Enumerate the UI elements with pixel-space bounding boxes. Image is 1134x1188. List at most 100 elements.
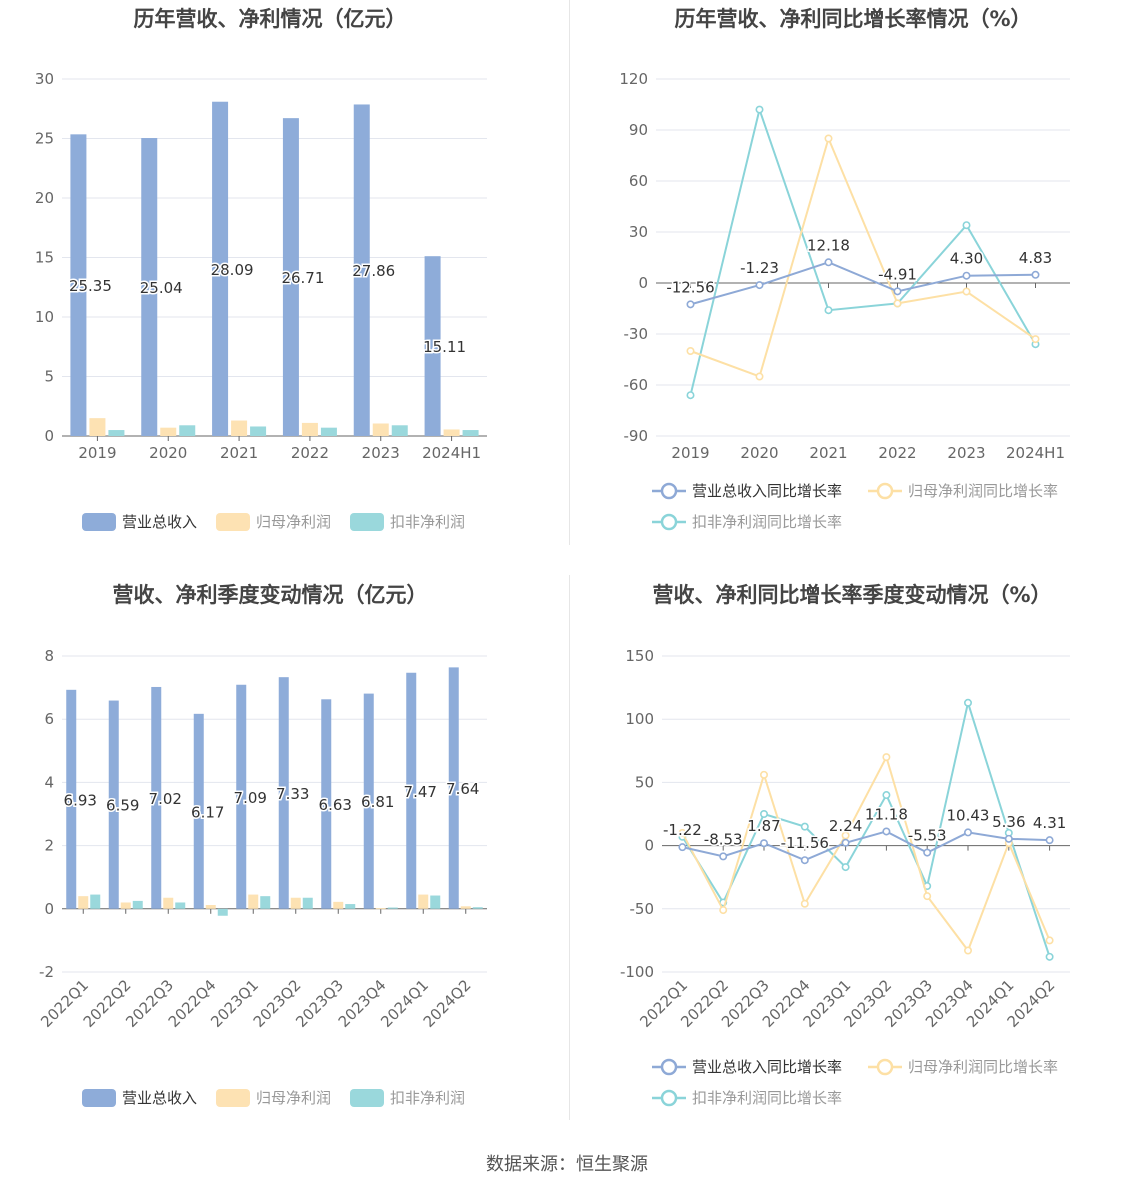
line-data-label: 5.36 [992,813,1025,831]
bar-revenue [278,677,289,909]
bar-data-label: 27.86 [352,262,395,280]
bar-deducted-profit [108,430,125,436]
bar-data-label: 6.17 [191,803,224,821]
line-data-label: -8.53 [704,830,743,848]
line-point-revenue [755,281,764,290]
bar-net-profit [78,896,89,909]
line-point-deducted-profit [882,791,891,800]
bar-net-profit [89,418,106,436]
y-tick-label: 0 [44,427,54,445]
line-point-revenue [1004,834,1013,843]
line-point-net-profit [841,831,850,840]
legend-label: 扣非净利润 [390,513,465,531]
bar-revenue [353,104,370,436]
bar-revenue [141,138,158,437]
line-point-revenue [923,848,932,857]
bar-net-profit [301,422,318,436]
y-tick-label: 20 [35,189,54,207]
bar-revenue [66,689,77,909]
legend-label: 营业总收入 [122,513,197,531]
line-point-deducted-profit [824,306,833,315]
x-tick-label: 2020 [149,444,187,462]
line-point-net-profit [755,372,764,381]
legend-label: 归母净利润 [256,513,331,531]
legend-swatch-marker [660,1058,678,1076]
legend-swatch [216,1089,250,1107]
bar-data-label: 25.04 [140,279,183,297]
y-tick-label: 30 [629,223,648,241]
data-source-note: 数据来源：恒生聚源 [486,1154,648,1175]
line-point-deducted-profit [755,105,764,114]
bar-data-label: 7.64 [446,780,479,798]
bar-data-label: 6.93 [64,791,97,809]
line-data-label: -1.23 [740,259,779,277]
bar-net-profit [418,894,429,909]
bar-revenue [406,672,417,909]
bar-deducted-profit [302,897,313,909]
line-point-revenue [893,287,902,296]
line-point-net-profit [963,946,972,955]
line-point-revenue [800,856,809,865]
y-tick-label: -30 [624,325,649,343]
vertical-divider-top [569,0,570,545]
bar-data-label: 6.59 [106,797,139,815]
chart-title: 历年营收、净利同比增长率情况（%） [674,7,1031,31]
line-data-label: 4.31 [1033,814,1066,832]
bar-data-label: 7.09 [234,789,267,807]
bar-data-label: 7.33 [276,785,309,803]
bar-deducted-profit [179,425,196,436]
series-line-deducted-profit [681,698,1051,958]
bar-revenue [448,667,459,909]
x-tick-label: 2020 [740,444,778,462]
bar-net-profit [372,423,389,436]
y-tick-label: 0 [644,837,654,855]
y-tick-label: 100 [625,710,654,728]
x-tick-label: 2019 [671,444,709,462]
line-data-label: 11.18 [865,805,908,823]
annual-revenue-profit-panel: 历年营收、净利情况（亿元） 0 5 10 15 20 25 30 2019 2020 2021 202… [0,0,569,545]
bar-revenue [151,686,162,909]
line-point-revenue [1045,836,1054,845]
quarterly-revenue-profit-chart: 营收、净利季度变动情况（亿元）-2024682022Q12022Q22022Q3… [37,583,487,1107]
line-point-net-profit [893,299,902,308]
line-point-deducted-profit [1045,952,1054,961]
x-tick-label: 2024Q2 [420,976,475,1031]
line-point-deducted-profit [800,822,809,831]
line-data-label: 10.43 [947,806,990,824]
y-tick-label: -50 [630,900,655,918]
line-point-net-profit [923,892,932,901]
legend-swatch-marker [660,513,678,531]
x-tick-label: 2023 [362,444,400,462]
bar-data-label: 7.02 [149,790,182,808]
bar-net-profit [120,902,131,909]
line-point-net-profit [824,134,833,143]
bar-deducted-profit [462,430,479,436]
bar-revenue [282,118,299,436]
line-point-net-profit [1031,335,1040,344]
x-tick-label: 2022 [291,444,329,462]
y-tick-label: 2 [44,837,54,855]
y-tick-label: 120 [619,70,648,88]
bar-revenue [108,700,119,909]
legend-swatch-marker [660,482,678,500]
y-tick-label: 25 [35,130,54,148]
legend-label: 营业总收入同比增长率 [692,1058,842,1076]
bar-data-label: 6.81 [361,793,394,811]
series-line-net-profit [690,135,1037,378]
line-point-deducted-profit [760,810,769,819]
series-line-net-profit [681,754,1051,953]
x-tick-label: 2024H1 [1006,444,1065,462]
legend-label: 归母净利润同比增长率 [908,1058,1058,1076]
bar-net-profit [460,906,471,909]
bar-revenue [193,713,204,909]
line-point-revenue [962,271,971,280]
legend-label: 扣非净利润 [390,1089,465,1107]
bar-net-profit [443,429,460,436]
legend-label: 营业总收入同比增长率 [692,482,842,500]
bar-net-profit [163,897,174,909]
bar-revenue [70,134,87,436]
x-tick-label: 2024H1 [422,444,481,462]
legend-swatch [82,1089,116,1107]
legend-swatch [216,513,250,531]
bar-net-profit [160,427,177,436]
